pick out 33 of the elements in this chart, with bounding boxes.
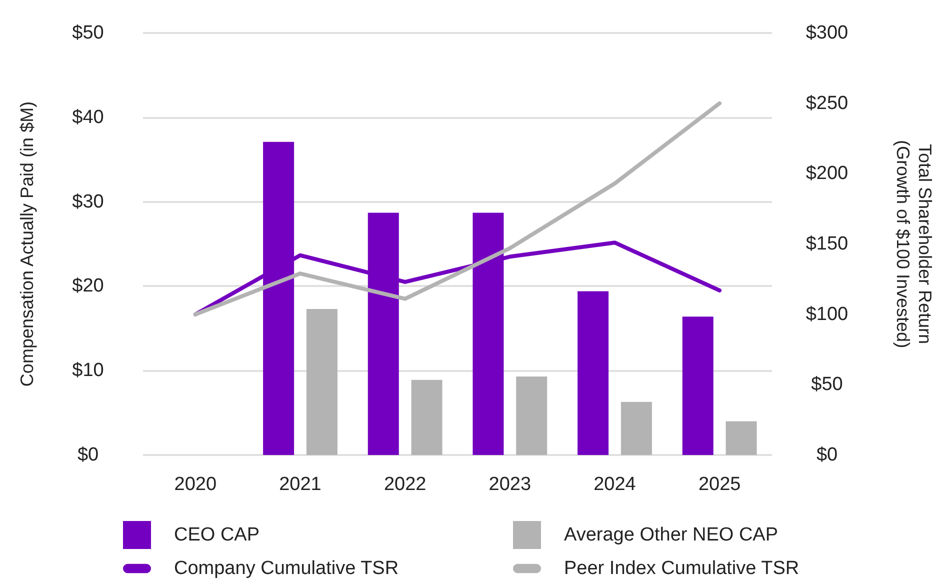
- y-tick-label: $30: [72, 191, 104, 212]
- y2-tick-label: $200: [806, 163, 848, 184]
- bar: [306, 308, 338, 455]
- y-tick-label: $20: [72, 276, 104, 297]
- y2-tick-label: $100: [806, 304, 848, 325]
- legend-label: Company Cumulative TSR: [174, 558, 399, 579]
- y-axis-title: Compensation Actually Paid (in $M): [17, 101, 37, 387]
- y2-tick-label: $50: [811, 374, 843, 396]
- bar: [620, 402, 652, 455]
- bar: [682, 316, 714, 455]
- y2-tick-label: $300: [806, 22, 848, 44]
- bar: [578, 291, 609, 455]
- x-tick-label: 2024: [594, 474, 636, 495]
- legend-label: Average Other NEO CAP: [564, 524, 778, 546]
- bar: [726, 421, 757, 455]
- x-tick-label: 2020: [174, 474, 217, 495]
- x-tick-label: 2022: [384, 474, 426, 495]
- bar: [516, 376, 548, 455]
- y2-tick-label: $250: [806, 92, 848, 114]
- x-tick-label: 2025: [698, 474, 741, 495]
- legend-label: CEO CAP: [174, 524, 260, 546]
- x-tick-label: 2023: [488, 474, 532, 495]
- y2-tick-label: $0: [816, 444, 838, 466]
- y2-axis-title: Total Shareholder Return (Growth of $100 Invested): [893, 140, 935, 348]
- x-tick-label: 2021: [279, 474, 322, 495]
- y-tick-label: $40: [72, 106, 104, 128]
- y-tick-label: $50: [72, 22, 104, 44]
- y-tick-label: $10: [72, 360, 104, 382]
- line-series: [193, 101, 722, 316]
- y2-tick-label: $150: [806, 234, 848, 254]
- legend-label: Peer Index Cumulative TSR: [564, 558, 800, 579]
- y-tick-label: $0: [77, 444, 99, 466]
- bar: [411, 380, 442, 455]
